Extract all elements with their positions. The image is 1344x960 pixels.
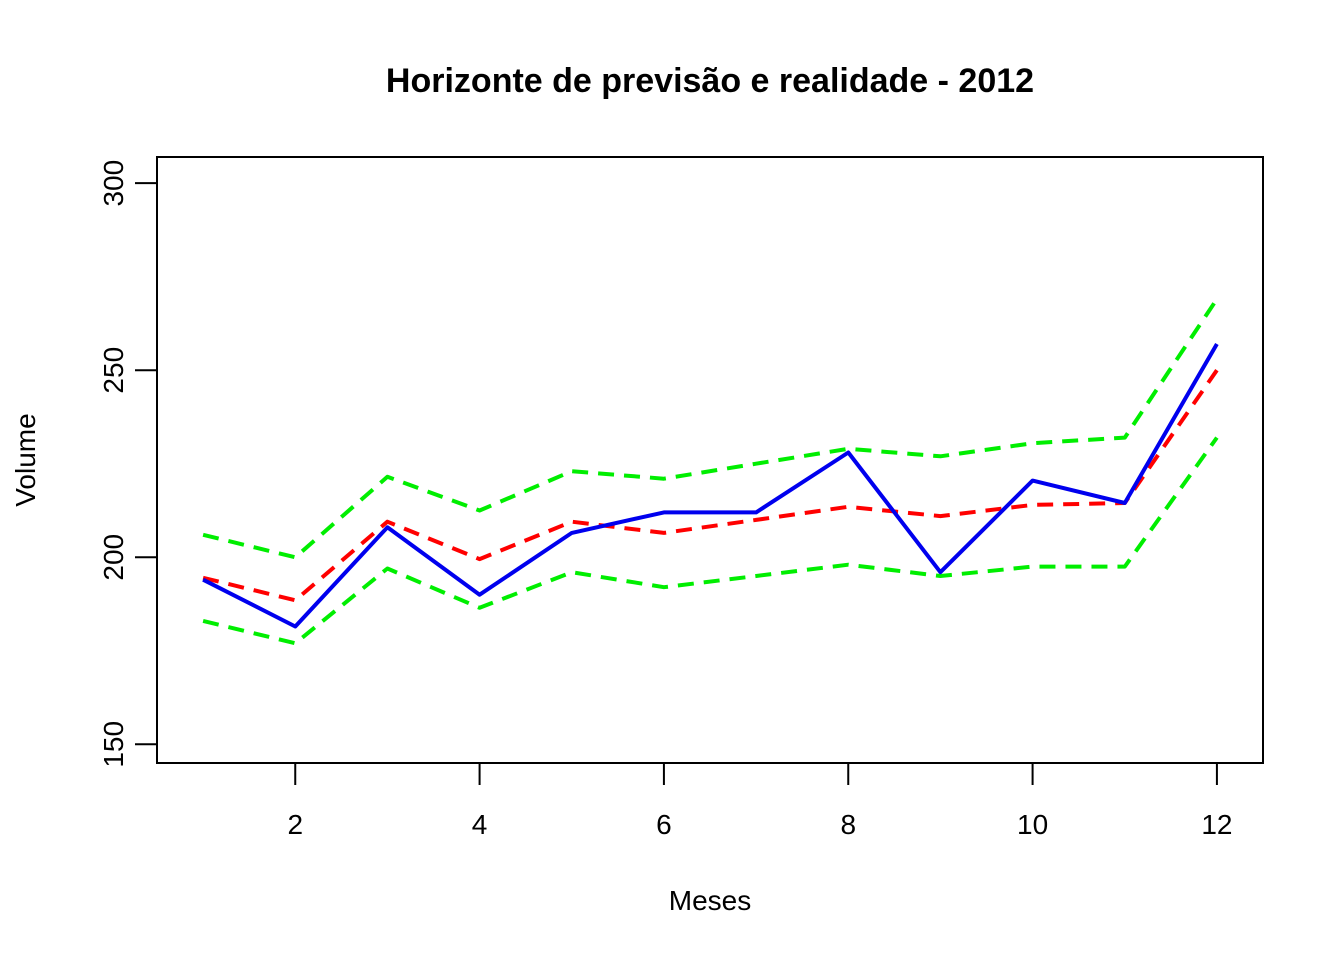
y-axis-title: Volume: [10, 413, 41, 506]
plot-frame: [156, 156, 1264, 764]
x-tick-label: 10: [1017, 809, 1048, 840]
y-axis: 150 200 250 300: [98, 160, 158, 768]
x-axis: 2 4 6 8 10 12: [287, 762, 1232, 840]
series-layer: [202, 297, 1219, 646]
x-tick-label: 4: [472, 809, 488, 840]
y-tick-label: 300: [98, 160, 129, 207]
y-tick-label: 250: [98, 347, 129, 394]
series-line-3: [202, 369, 1219, 603]
series-line-4: [202, 342, 1219, 629]
series-line-1: [202, 436, 1219, 646]
series-line-2: [202, 297, 1219, 560]
chart-title: Horizonte de previsão e realidade - 2012: [386, 62, 1034, 100]
x-tick-label: 12: [1201, 809, 1232, 840]
x-tick-label: 2: [287, 809, 303, 840]
x-tick-label: 8: [840, 809, 856, 840]
y-tick-label: 200: [98, 534, 129, 581]
y-tick-label: 150: [98, 721, 129, 768]
x-tick-label: 6: [656, 809, 672, 840]
x-axis-title: Meses: [669, 885, 751, 916]
